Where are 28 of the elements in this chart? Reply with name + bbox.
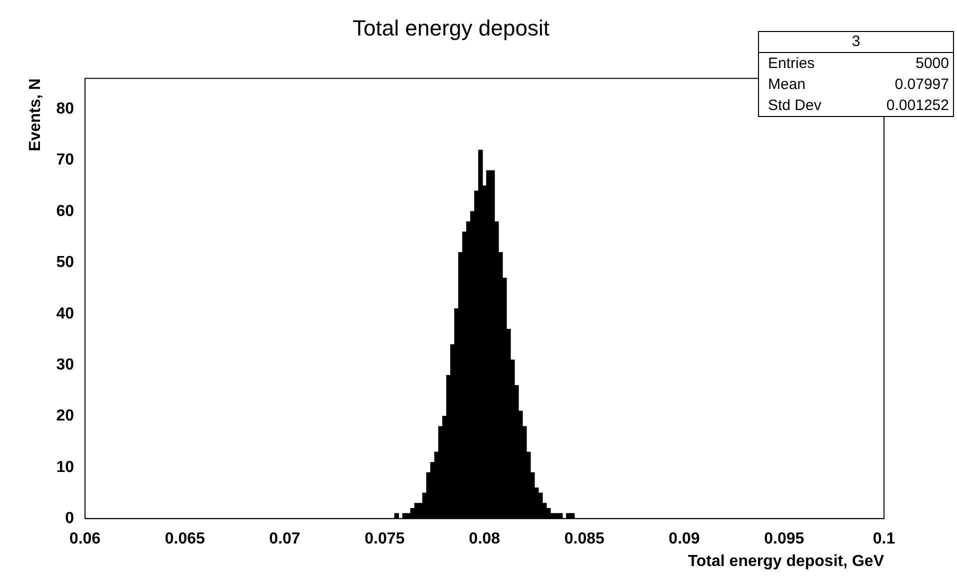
y-tick-label: 40 xyxy=(56,305,74,322)
chart-title: Total energy deposit xyxy=(352,15,550,40)
y-axis-title: Events, N xyxy=(27,78,44,152)
x-tick-label: 0.085 xyxy=(564,530,604,548)
annotation: Std Dev xyxy=(768,96,822,116)
x-tick-label: 0.075 xyxy=(364,530,405,548)
y-tick-label: 70 xyxy=(56,152,74,169)
x-tick-label: 0.06 xyxy=(69,530,101,548)
text: 5000 xyxy=(916,54,949,74)
x-tick-label: 0.065 xyxy=(164,530,205,548)
text: 0.07997 xyxy=(894,75,949,95)
text: 0.001252 xyxy=(886,96,949,116)
y-tick-label: 10 xyxy=(56,458,74,476)
x-tick-label: 0.08 xyxy=(468,530,500,548)
x-tick-label: 0.09 xyxy=(668,530,700,548)
y-tick-label: 30 xyxy=(56,356,74,374)
text: 3 xyxy=(759,32,953,53)
y-tick-label: 80 xyxy=(56,100,74,118)
x-tick-label: 0.095 xyxy=(764,530,804,548)
y-tick-label: 50 xyxy=(56,254,74,272)
y-tick-label: 20 xyxy=(56,408,74,425)
x-tick-label: 0.07 xyxy=(269,530,300,548)
y-tick-label: 0 xyxy=(65,510,74,528)
x-tick-label: 0.1 xyxy=(872,530,896,548)
x-axis-title: Total energy deposit, GeV xyxy=(688,552,884,570)
y-tick-label: 60 xyxy=(56,202,74,220)
text: Entries xyxy=(768,54,815,74)
annotation: Mean xyxy=(768,75,806,95)
